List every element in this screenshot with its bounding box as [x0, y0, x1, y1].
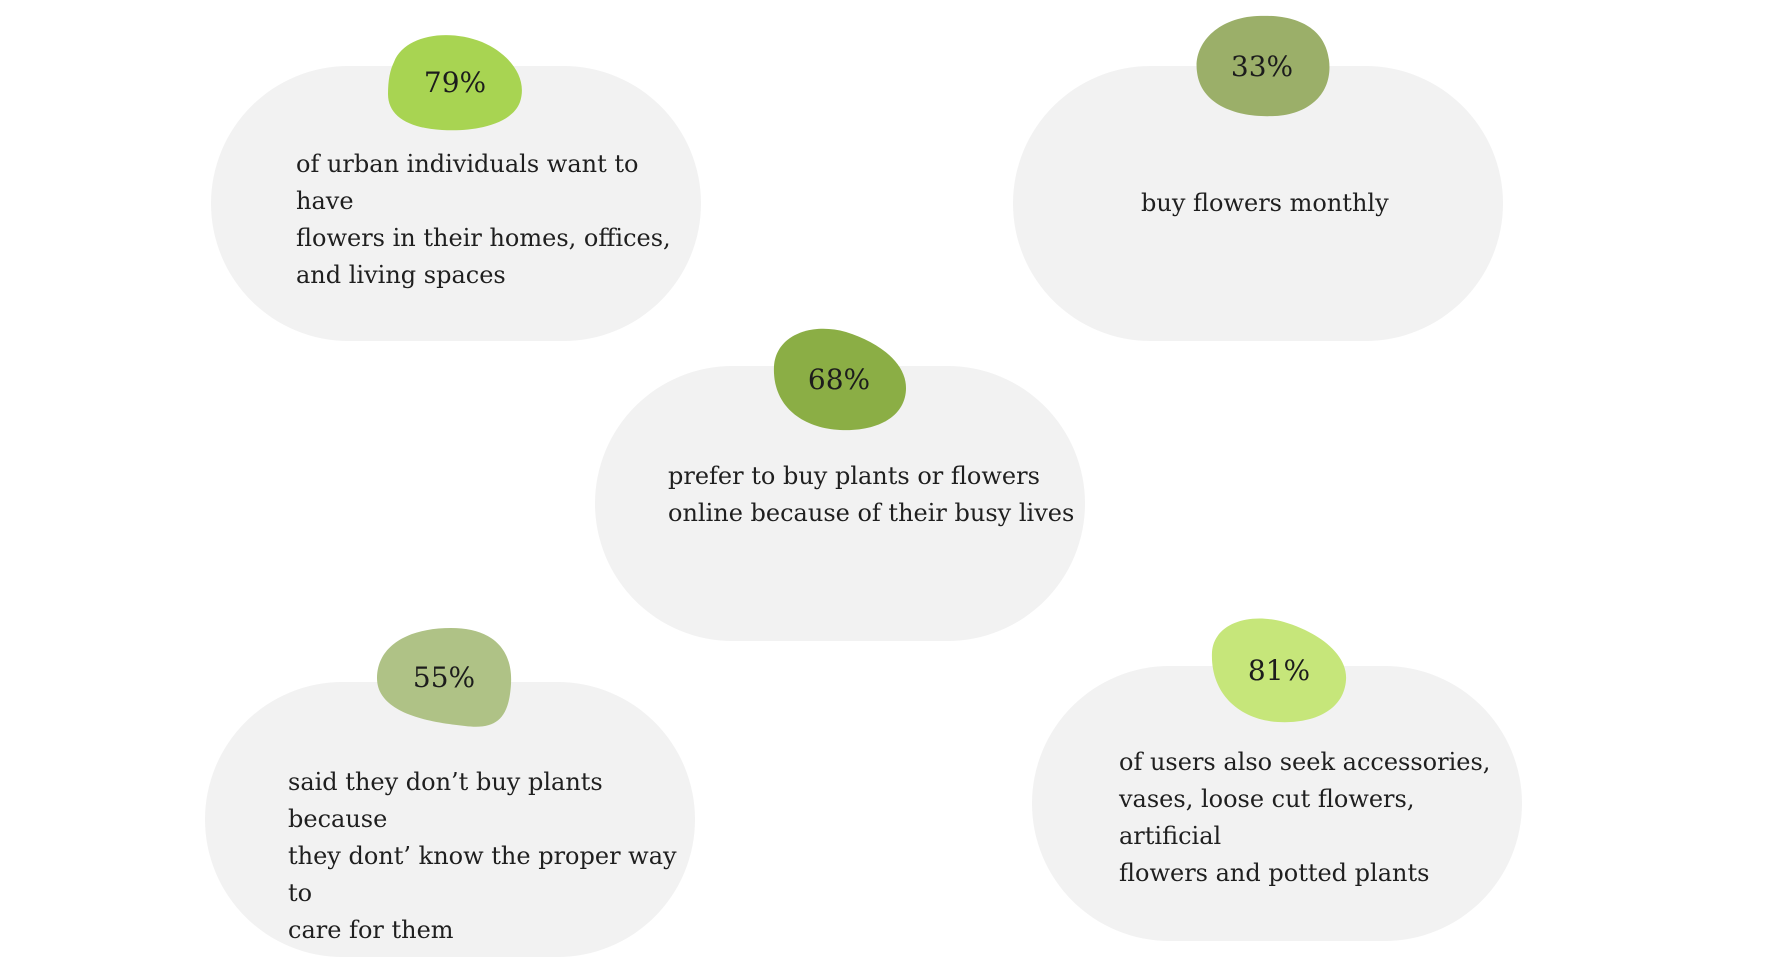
blob-fill: [1211, 618, 1347, 723]
blob-fill: [773, 328, 906, 431]
stat-percent: 79%: [423, 65, 487, 99]
stat-percent: 68%: [807, 362, 871, 396]
stat-percent: 81%: [1247, 653, 1311, 687]
stat-percent-blob: 81%: [1210, 616, 1348, 724]
stat-percent: 55%: [412, 660, 476, 694]
stat-card-55: said they don’t buy plants because they …: [205, 682, 695, 957]
stat-description: of urban individuals want to have flower…: [296, 150, 671, 289]
stat-percent-blob: 68%: [770, 326, 908, 432]
stat-description: said they don’t buy plants because they …: [288, 768, 677, 944]
stat-description: of users also seek accessories, vases, l…: [1119, 748, 1491, 887]
stat-description: prefer to buy plants or flowers online b…: [668, 462, 1075, 527]
blob-shape: [1196, 15, 1330, 117]
blob-shape: [773, 328, 906, 431]
blob-fill: [388, 35, 522, 131]
stat-percent: 33%: [1230, 49, 1294, 83]
blob-shape: [388, 35, 522, 131]
stat-description: buy flowers monthly: [1141, 189, 1389, 217]
blob-fill: [1196, 15, 1330, 117]
blob-fill: [377, 628, 512, 727]
blob-shape: [377, 628, 512, 727]
blob-shape: [1211, 618, 1347, 723]
stat-percent-blob: 55%: [375, 626, 513, 728]
stat-percent-blob: 79%: [386, 32, 524, 132]
stat-percent-blob: 33%: [1193, 14, 1331, 118]
